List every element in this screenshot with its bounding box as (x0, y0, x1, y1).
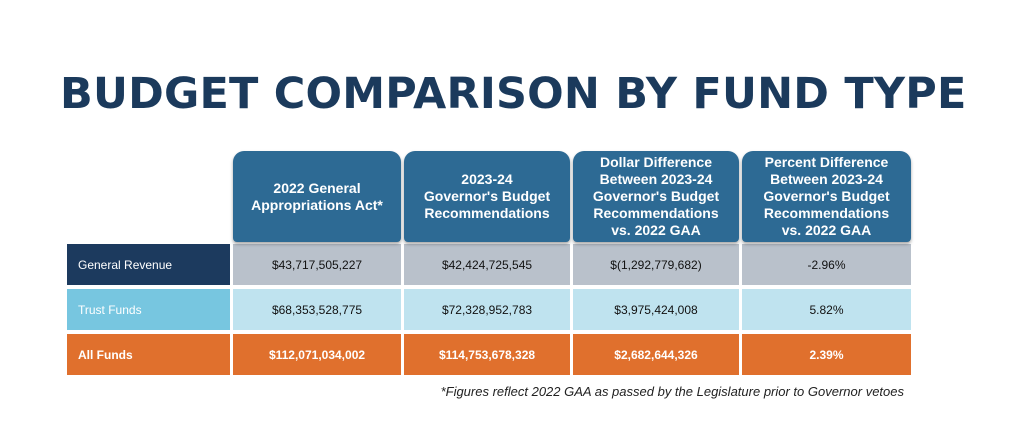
column-header-label: Dollar Difference Between 2023-24 Govern… (592, 154, 720, 238)
row-label-trust-funds: Trust Funds (67, 287, 230, 332)
table-cell: $2,682,644,326 (573, 332, 739, 377)
table-corner-empty (67, 151, 230, 242)
column-header-label: 2023-24 Governor's Budget Recommendation… (423, 171, 551, 221)
column-header-label: Percent Difference Between 2023-24 Gover… (763, 154, 890, 238)
budget-comparison-table: 2022 General Appropriations Act* 2023-24… (67, 151, 911, 377)
table-cell: -2.96% (742, 242, 911, 287)
page-title: BUDGET COMPARISON BY FUND TYPE (60, 69, 967, 119)
table-cell: $43,717,505,227 (233, 242, 401, 287)
column-header-label: 2022 General Appropriations Act* (251, 179, 383, 213)
table-cell: $114,753,678,328 (404, 332, 570, 377)
table-cell: $72,328,952,783 (404, 287, 570, 332)
column-header-2023-24-recommendations: 2023-24 Governor's Budget Recommendation… (404, 151, 570, 242)
table-cell: 5.82% (742, 287, 911, 332)
column-header-2022-gaa: 2022 General Appropriations Act* (233, 151, 401, 242)
column-header-dollar-difference: Dollar Difference Between 2023-24 Govern… (573, 151, 739, 242)
table-cell: $3,975,424,008 (573, 287, 739, 332)
table-cell: $68,353,528,775 (233, 287, 401, 332)
column-header-percent-difference: Percent Difference Between 2023-24 Gover… (742, 151, 911, 242)
row-label-all-funds: All Funds (67, 332, 230, 377)
table-cell: $112,071,034,002 (233, 332, 401, 377)
table-cell: $(1,292,779,682) (573, 242, 739, 287)
table-cell: $42,424,725,545 (404, 242, 570, 287)
row-label-general-revenue: General Revenue (67, 242, 230, 287)
footnote: *Figures reflect 2022 GAA as passed by t… (440, 384, 904, 399)
table-cell: 2.39% (742, 332, 911, 377)
